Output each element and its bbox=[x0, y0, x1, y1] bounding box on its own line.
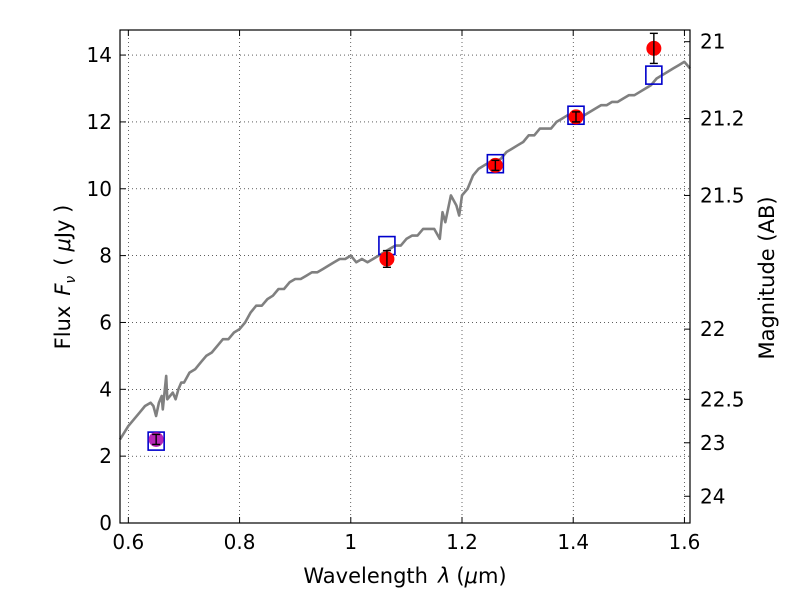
right-tick-label: 24 bbox=[700, 484, 725, 508]
spectrum-line bbox=[118, 60, 691, 441]
y-tick-label: 0 bbox=[99, 511, 112, 535]
x-tick-label: 0.8 bbox=[224, 530, 256, 554]
y-tick-label: 14 bbox=[87, 43, 112, 67]
right-tick-label: 21.5 bbox=[700, 183, 745, 207]
plot-frame bbox=[119, 29, 691, 524]
x-tick-label: 1.2 bbox=[446, 530, 478, 554]
right-axis-ticks: 21 21.2 21.5 22 22.5 23 24 bbox=[684, 30, 745, 508]
y-tick-label: 10 bbox=[87, 177, 112, 201]
y-tick-label: 4 bbox=[99, 377, 112, 401]
x-axis-ticks: 0.6 0.8 1 1.2 1.4 1.6 bbox=[112, 30, 700, 554]
right-axis-label: Magnitude (AB) bbox=[755, 196, 779, 359]
x-tick-label: 1.6 bbox=[669, 530, 701, 554]
observed-photometry-series bbox=[148, 32, 662, 447]
y-axis-ticks: 0 2 4 6 8 10 12 14 bbox=[87, 43, 126, 535]
right-tick-label: 22.5 bbox=[700, 387, 745, 411]
y-tick-label: 12 bbox=[87, 110, 112, 134]
y-tick-label: 6 bbox=[99, 310, 112, 334]
y-tick-label: 2 bbox=[99, 444, 112, 468]
model-photometry-series bbox=[147, 65, 663, 451]
right-tick-label: 21.2 bbox=[700, 107, 745, 131]
y-axis-label: FluxFν(μJy ) bbox=[51, 205, 79, 350]
right-tick-label: 21 bbox=[700, 30, 725, 54]
x-tick-label: 1.4 bbox=[557, 530, 589, 554]
right-tick-label: 23 bbox=[700, 431, 725, 455]
y-tick-label: 8 bbox=[99, 244, 112, 268]
model-square-marker bbox=[645, 65, 663, 85]
x-tick-label: 1 bbox=[344, 530, 357, 554]
spectrum-series bbox=[118, 60, 691, 441]
x-axis-label: Wavelength λ (μm) bbox=[303, 564, 506, 588]
x-tick-label: 0.6 bbox=[112, 530, 144, 554]
right-tick-label: 22 bbox=[700, 317, 725, 341]
